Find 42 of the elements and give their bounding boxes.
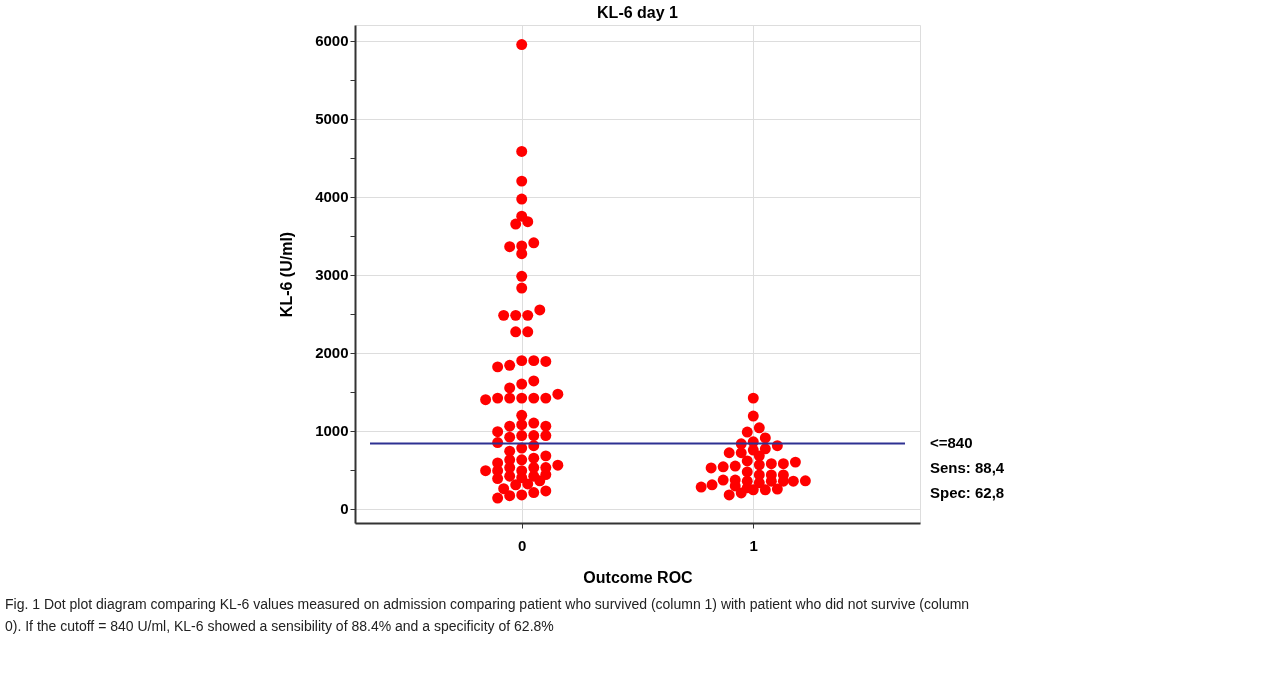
chart-title: KL-6 day 1 [597, 4, 679, 21]
point [729, 460, 741, 472]
point [741, 466, 753, 478]
point [759, 443, 771, 455]
point [706, 479, 718, 491]
point [723, 489, 735, 501]
point [747, 392, 759, 404]
caption: Fig. 1 Dot plot diagram comparing KL-6 values measured on admission comparing patient who survived (column 1) with patient who did not survive (column 0). If the cutoff = 840 U/ml, KL-6 showed a sensibility of 88.4% and a specificity of 62.8% [5, 596, 970, 634]
text: Spec: 62,8 [930, 484, 1005, 502]
point [789, 456, 801, 468]
point [759, 432, 771, 444]
point [723, 447, 735, 459]
y-tick-label: 4000 [315, 188, 349, 206]
y-tick-label: 3000 [315, 266, 349, 284]
point [765, 458, 777, 470]
point [705, 462, 717, 474]
y-tick-label: 6000 [315, 32, 349, 50]
point [753, 450, 765, 462]
point [787, 475, 799, 487]
y-tick-label: 1000 [315, 422, 349, 440]
point [717, 474, 729, 486]
point [759, 484, 771, 496]
y-axis-title: KL-6 (U/ml) [278, 231, 296, 318]
point [777, 458, 789, 470]
y-tick-label: 5000 [315, 110, 349, 128]
point [735, 487, 747, 499]
point [753, 422, 765, 434]
point [717, 461, 729, 473]
y-tick-label: 0 [340, 500, 349, 518]
text: Sens: 88,4 [930, 459, 1005, 477]
x-tick-label: 1 [749, 536, 758, 554]
point [747, 410, 759, 422]
point [771, 483, 783, 495]
point [741, 426, 753, 438]
x-axis-title: Outcome ROC [583, 568, 694, 586]
point [741, 455, 753, 467]
point [753, 459, 765, 471]
y-tick-label: 2000 [315, 344, 349, 362]
point [799, 475, 811, 487]
point [735, 447, 747, 459]
point [695, 481, 707, 493]
ref-line-label: <=840 [930, 434, 973, 452]
